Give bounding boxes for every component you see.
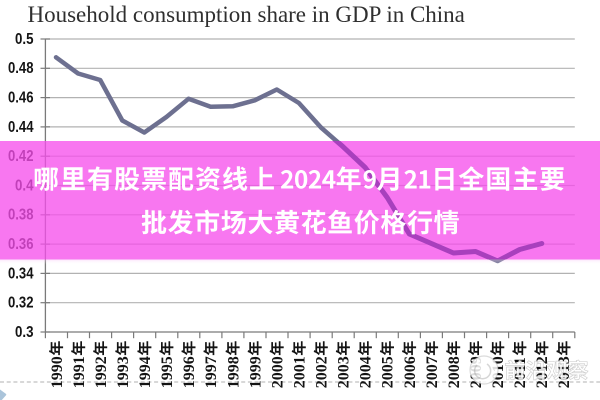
svg-text:1998: 1998 xyxy=(225,356,242,388)
svg-text:0.34: 0.34 xyxy=(8,265,34,282)
svg-text:2007: 2007 xyxy=(424,356,441,388)
svg-text:0.44: 0.44 xyxy=(8,119,34,136)
svg-text:2005: 2005 xyxy=(380,356,397,388)
svg-text:2003: 2003 xyxy=(336,356,353,388)
svg-text:1991: 1991 xyxy=(71,356,88,388)
svg-text:1997: 1997 xyxy=(203,356,220,388)
svg-text:0.32: 0.32 xyxy=(8,295,34,312)
svg-text:2001: 2001 xyxy=(292,356,309,388)
svg-text:0.3: 0.3 xyxy=(15,324,34,341)
svg-text:1999: 1999 xyxy=(247,356,264,388)
svg-text:1996: 1996 xyxy=(181,356,198,388)
svg-text:2008: 2008 xyxy=(446,356,463,388)
svg-text:1993: 1993 xyxy=(115,356,132,388)
svg-text:0.5: 0.5 xyxy=(15,31,34,48)
svg-text:2002: 2002 xyxy=(314,356,331,388)
svg-text:2006: 2006 xyxy=(402,356,419,388)
svg-text:2000: 2000 xyxy=(269,356,286,388)
svg-text:Household consumption share in: Household consumption share in GDP in Ch… xyxy=(28,2,465,27)
svg-text:1995: 1995 xyxy=(159,356,176,388)
svg-text:2004: 2004 xyxy=(358,356,375,388)
svg-text:0.46: 0.46 xyxy=(8,90,34,107)
svg-text:1994: 1994 xyxy=(137,356,154,388)
svg-text:0.48: 0.48 xyxy=(8,60,34,77)
svg-text:1990: 1990 xyxy=(49,356,66,388)
svg-text:1992: 1992 xyxy=(93,356,110,388)
